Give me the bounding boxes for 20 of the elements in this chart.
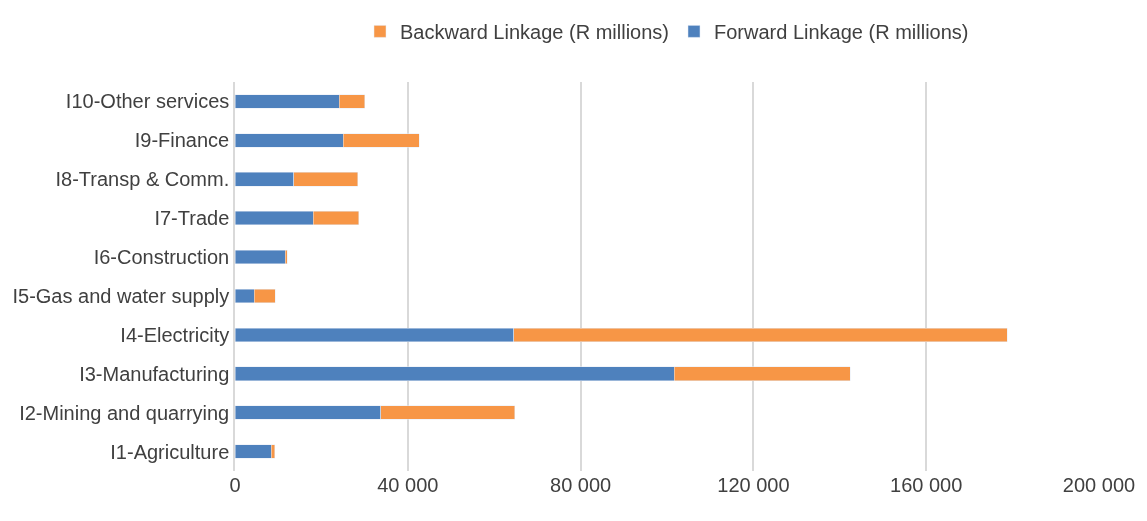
bar — [235, 444, 272, 459]
y-tick-label: I6-Construction — [93, 246, 230, 269]
y-tick-label: I8-Transp & Comm. — [55, 168, 230, 191]
y-tick-label: I1-Agriculture — [110, 440, 230, 463]
x-tick-label: 80 000 — [550, 474, 612, 496]
y-tick-label: I2-Mining and quarrying — [19, 401, 230, 424]
y-tick-label: I4-Electricity — [120, 323, 230, 346]
y-tick-label: I9-Finance — [134, 129, 230, 152]
x-tick-label: 200 000 — [1062, 474, 1136, 496]
x-tick-label: 40 000 — [377, 474, 439, 496]
x-tick-label: 160 000 — [890, 474, 963, 496]
legend-label: Backward Linkage (R millions) — [400, 21, 669, 44]
x-tick-label: 0 — [229, 474, 241, 496]
y-tick-label: I5-Gas and water supply — [12, 284, 230, 307]
y-tick-label: I10-Other services — [65, 90, 230, 113]
y-tick-label: I3-Manufacturing — [79, 362, 230, 385]
y-tick-label: I7-Trade — [154, 207, 230, 230]
legend-label: Forward Linkage (R millions) — [713, 21, 969, 44]
x-tick-label: 120 000 — [717, 474, 790, 496]
bar — [235, 249, 286, 265]
